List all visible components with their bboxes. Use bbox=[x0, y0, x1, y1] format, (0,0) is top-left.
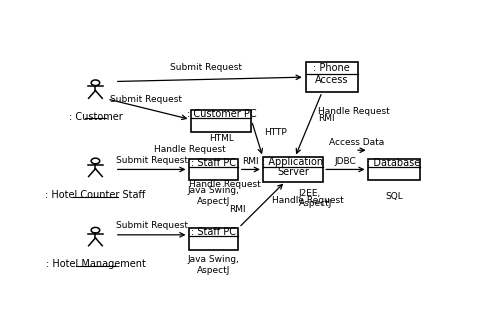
Text: J2EE,
AspectJ: J2EE, AspectJ bbox=[299, 189, 332, 208]
Bar bbox=[263, 157, 323, 181]
Text: : Database: : Database bbox=[367, 158, 420, 168]
Text: RMI: RMI bbox=[242, 157, 259, 166]
Text: : Application: : Application bbox=[262, 157, 324, 167]
Text: JDBC: JDBC bbox=[334, 157, 356, 166]
Text: : Customer: : Customer bbox=[68, 112, 122, 122]
Bar bbox=[192, 110, 252, 132]
Text: Submit Request: Submit Request bbox=[170, 63, 242, 72]
Bar bbox=[306, 62, 358, 92]
Text: Handle Request: Handle Request bbox=[272, 196, 344, 205]
Text: HTML: HTML bbox=[209, 134, 234, 143]
Text: RMI: RMI bbox=[229, 205, 246, 214]
Text: Access Data: Access Data bbox=[330, 138, 384, 147]
Text: : Staff PC: : Staff PC bbox=[191, 158, 236, 168]
Text: RMI: RMI bbox=[318, 114, 335, 123]
Bar bbox=[190, 159, 238, 180]
Text: Handle Request: Handle Request bbox=[190, 180, 261, 189]
Text: Handle Request: Handle Request bbox=[154, 145, 226, 154]
Bar bbox=[190, 228, 238, 249]
Text: Access: Access bbox=[315, 75, 348, 85]
Text: Java Swing,
AspectJ: Java Swing, AspectJ bbox=[188, 255, 240, 275]
Text: Submit Request: Submit Request bbox=[116, 221, 188, 230]
Bar bbox=[368, 159, 420, 180]
Text: Handle Request: Handle Request bbox=[318, 107, 390, 116]
Text: : Phone: : Phone bbox=[314, 63, 350, 73]
Text: Server: Server bbox=[277, 167, 309, 177]
Text: : Hotel Management: : Hotel Management bbox=[46, 259, 146, 269]
Text: Submit Request: Submit Request bbox=[110, 95, 182, 104]
Text: Java Swing,
AspectJ: Java Swing, AspectJ bbox=[188, 186, 240, 205]
Text: HTTP: HTTP bbox=[264, 128, 287, 137]
Text: : Hotel Counter Staff: : Hotel Counter Staff bbox=[46, 190, 146, 200]
Text: SQL: SQL bbox=[385, 192, 402, 201]
Text: : Customer PC: : Customer PC bbox=[186, 109, 256, 119]
Text: Submit Request: Submit Request bbox=[116, 156, 188, 165]
Text: : Staff PC: : Staff PC bbox=[191, 227, 236, 237]
